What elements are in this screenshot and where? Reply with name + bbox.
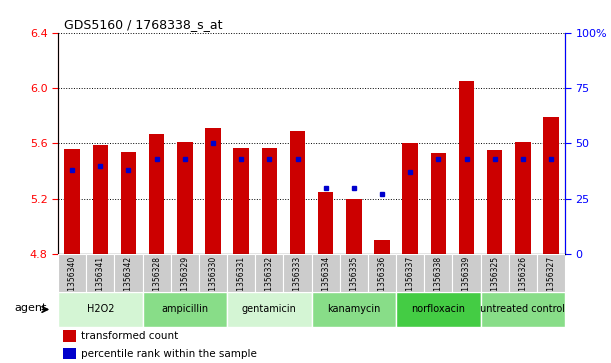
Bar bbox=[114, 254, 142, 292]
Bar bbox=[453, 254, 481, 292]
Bar bbox=[290, 131, 306, 254]
Text: GSM1356339: GSM1356339 bbox=[462, 256, 471, 307]
Text: GSM1356325: GSM1356325 bbox=[490, 256, 499, 307]
Text: gentamicin: gentamicin bbox=[242, 305, 297, 314]
Bar bbox=[255, 254, 284, 292]
Text: GSM1356341: GSM1356341 bbox=[96, 256, 105, 307]
Bar bbox=[86, 254, 114, 292]
Text: GSM1356336: GSM1356336 bbox=[378, 256, 387, 307]
Bar bbox=[142, 292, 227, 327]
Bar bbox=[92, 145, 108, 254]
Bar bbox=[424, 254, 453, 292]
Bar bbox=[375, 240, 390, 254]
Bar bbox=[509, 254, 537, 292]
Bar bbox=[537, 254, 565, 292]
Bar bbox=[396, 254, 424, 292]
Bar bbox=[205, 128, 221, 254]
Bar bbox=[121, 152, 136, 254]
Bar bbox=[318, 192, 334, 254]
Bar bbox=[233, 147, 249, 254]
Text: GSM1356334: GSM1356334 bbox=[321, 256, 330, 307]
Text: kanamycin: kanamycin bbox=[327, 305, 381, 314]
Text: GSM1356338: GSM1356338 bbox=[434, 256, 443, 307]
Bar bbox=[177, 142, 192, 254]
Bar bbox=[64, 149, 80, 254]
Text: norfloxacin: norfloxacin bbox=[411, 305, 466, 314]
Text: percentile rank within the sample: percentile rank within the sample bbox=[81, 348, 257, 359]
Bar bbox=[227, 292, 312, 327]
Bar bbox=[312, 254, 340, 292]
Bar bbox=[431, 153, 446, 254]
Bar bbox=[487, 150, 502, 254]
Text: GSM1356337: GSM1356337 bbox=[406, 256, 415, 307]
Bar bbox=[543, 117, 559, 254]
Bar bbox=[58, 292, 142, 327]
Text: GSM1356326: GSM1356326 bbox=[518, 256, 527, 307]
Text: GSM1356328: GSM1356328 bbox=[152, 256, 161, 307]
Bar bbox=[312, 292, 396, 327]
Text: agent: agent bbox=[15, 303, 47, 313]
Bar bbox=[403, 143, 418, 254]
Bar bbox=[340, 254, 368, 292]
Bar bbox=[149, 134, 164, 254]
Text: transformed count: transformed count bbox=[81, 331, 178, 341]
Bar bbox=[227, 254, 255, 292]
Bar bbox=[142, 254, 170, 292]
Bar bbox=[199, 254, 227, 292]
Text: GSM1356332: GSM1356332 bbox=[265, 256, 274, 307]
Text: GSM1356331: GSM1356331 bbox=[236, 256, 246, 307]
Bar bbox=[481, 292, 565, 327]
Text: GSM1356327: GSM1356327 bbox=[547, 256, 555, 307]
Bar bbox=[63, 330, 76, 342]
Text: GSM1356329: GSM1356329 bbox=[180, 256, 189, 307]
Text: GSM1356335: GSM1356335 bbox=[349, 256, 359, 307]
Text: GDS5160 / 1768338_s_at: GDS5160 / 1768338_s_at bbox=[64, 18, 222, 31]
Bar bbox=[481, 254, 509, 292]
Text: GSM1356342: GSM1356342 bbox=[124, 256, 133, 307]
Text: GSM1356330: GSM1356330 bbox=[208, 256, 218, 307]
Text: GSM1356340: GSM1356340 bbox=[68, 256, 76, 307]
Bar bbox=[515, 142, 531, 254]
Bar bbox=[368, 254, 396, 292]
Text: untreated control: untreated control bbox=[480, 305, 565, 314]
Text: H2O2: H2O2 bbox=[87, 305, 114, 314]
Bar bbox=[346, 199, 362, 254]
Bar bbox=[284, 254, 312, 292]
Bar bbox=[63, 348, 76, 359]
Bar bbox=[459, 81, 474, 254]
Text: ampicillin: ampicillin bbox=[161, 305, 208, 314]
Bar bbox=[262, 147, 277, 254]
Bar bbox=[396, 292, 481, 327]
Bar bbox=[58, 254, 86, 292]
Text: GSM1356333: GSM1356333 bbox=[293, 256, 302, 307]
Bar bbox=[170, 254, 199, 292]
